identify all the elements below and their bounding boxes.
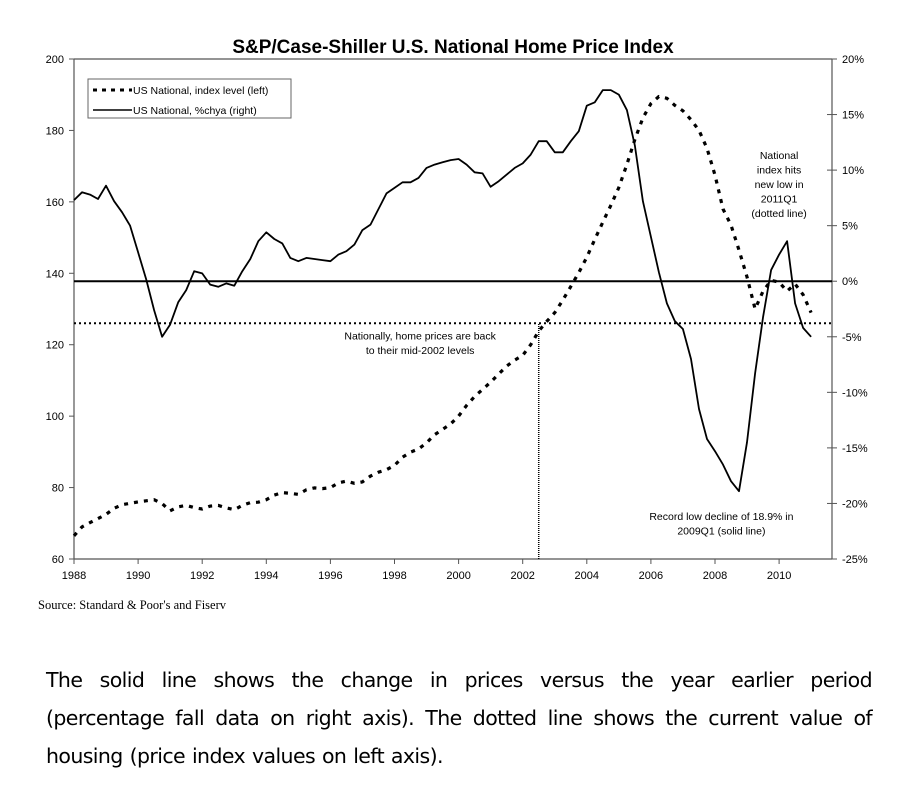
annotation-line: 2009Q1 (solid line) bbox=[677, 526, 765, 538]
y-left-tick-label: 180 bbox=[46, 125, 64, 137]
reference-lines bbox=[74, 280, 832, 559]
annotation-line: (dotted line) bbox=[751, 208, 806, 220]
x-tick-label: 1994 bbox=[254, 570, 278, 582]
y-right-tick-label: -20% bbox=[842, 498, 868, 510]
annotation-line: 2011Q1 bbox=[761, 194, 798, 206]
x-tick-label: 1996 bbox=[318, 570, 342, 582]
legend-item-chya: US National, %chya (right) bbox=[133, 105, 257, 117]
annotation-record-decline: Record low decline of 18.9% in 2009Q1 (so… bbox=[649, 511, 793, 538]
x-tick-label: 1988 bbox=[62, 570, 86, 582]
series-layer bbox=[72, 89, 813, 537]
y-right-tick-label: -10% bbox=[842, 387, 868, 399]
plot-frame bbox=[73, 58, 833, 560]
x-tick-label: 2010 bbox=[767, 570, 791, 582]
caption: The solid line shows the change in price… bbox=[46, 668, 873, 768]
y-right-tick-label: 15% bbox=[842, 110, 864, 122]
y-right-tick-label: 0% bbox=[842, 276, 858, 288]
chart: S&P/Case-Shiller U.S. National Home Pric… bbox=[46, 37, 868, 582]
y-left-axis-ticks: 60 80 100 120 140 160 180 200 bbox=[46, 54, 74, 566]
y-left-tick-label: 120 bbox=[46, 340, 64, 352]
y-left-tick-label: 100 bbox=[46, 411, 64, 423]
annotation-line: to their mid-2002 levels bbox=[366, 345, 475, 357]
x-tick-label: 2002 bbox=[510, 570, 534, 582]
legend: US National, index level (left) US Natio… bbox=[87, 78, 292, 119]
y-left-tick-label: 140 bbox=[46, 268, 64, 280]
y-right-tick-label: 5% bbox=[842, 221, 858, 233]
legend-box bbox=[87, 78, 292, 119]
series-chya-line bbox=[73, 89, 812, 493]
x-tick-label: 2000 bbox=[446, 570, 470, 582]
x-tick-label: 1990 bbox=[126, 570, 150, 582]
y-left-tick-label: 200 bbox=[46, 54, 64, 66]
x-axis-ticks: 1988 1990 1992 1994 1996 1998 2000 2002 2004 2006… bbox=[62, 559, 791, 582]
annotation-line: Nationally, home prices are back bbox=[344, 330, 496, 342]
x-tick-label: 2008 bbox=[703, 570, 727, 582]
x-tick-label: 2006 bbox=[639, 570, 663, 582]
y-right-tick-label: 10% bbox=[842, 165, 864, 177]
x-tick-label: 2004 bbox=[575, 570, 599, 582]
y-right-axis-ticks: -25% -20% -15% -10% -5% 0% 5% 10% 15% 20% bbox=[827, 54, 868, 566]
x-tick-label: 1998 bbox=[382, 570, 406, 582]
y-left-tick-label: 80 bbox=[52, 483, 64, 495]
annotation-line: index hits bbox=[757, 165, 801, 177]
annotation-line: Record low decline of 18.9% in bbox=[649, 511, 793, 523]
annotations: National index hits new low in 2011Q1 (dotte… bbox=[344, 150, 806, 538]
y-left-tick-label: 160 bbox=[46, 197, 64, 209]
y-right-tick-label: 20% bbox=[842, 54, 864, 66]
annotation-mid-2002: Nationally, home prices are back to their… bbox=[344, 330, 496, 357]
annotation-line: National bbox=[760, 150, 799, 162]
y-left-tick-label: 60 bbox=[52, 554, 64, 566]
y-right-tick-label: -5% bbox=[842, 332, 862, 344]
source-note: Source: Standard & Poor's and Fiserv bbox=[38, 598, 226, 612]
y-right-tick-label: -15% bbox=[842, 443, 868, 455]
x-tick-label: 1992 bbox=[190, 570, 214, 582]
chart-title: S&P/Case-Shiller U.S. National Home Pric… bbox=[232, 37, 674, 58]
legend-item-index-level: US National, index level (left) bbox=[133, 85, 268, 97]
y-right-tick-label: -25% bbox=[842, 554, 868, 566]
annotation-line: new low in bbox=[755, 179, 804, 191]
annotation-new-low: National index hits new low in 2011Q1 (dotte… bbox=[751, 150, 806, 220]
series-index-level-line bbox=[72, 94, 813, 537]
